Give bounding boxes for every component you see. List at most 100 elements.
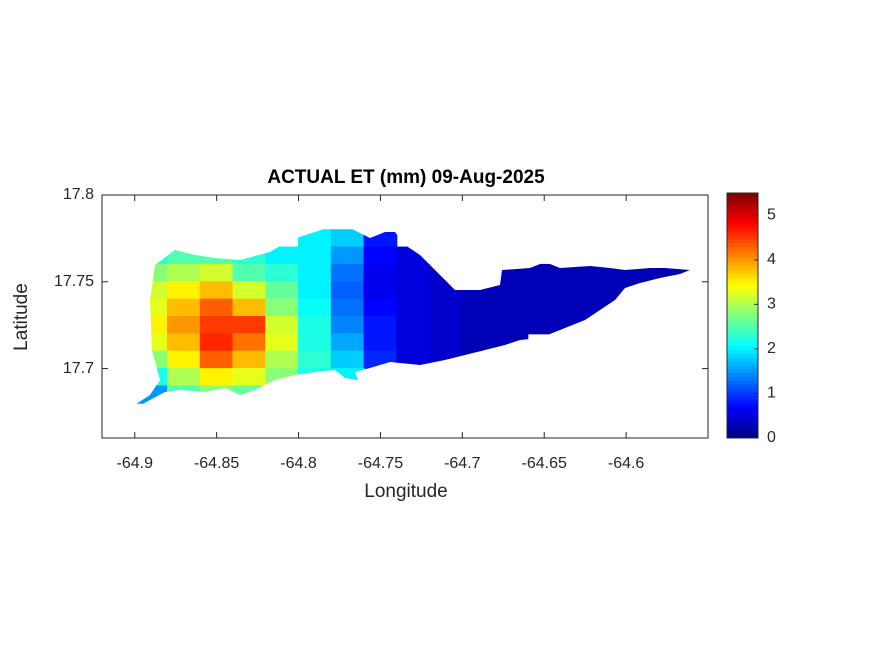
heat-cell	[396, 263, 431, 283]
heat-cell	[429, 316, 463, 335]
x-tick-label: -64.8	[280, 455, 317, 472]
heat-cell	[363, 316, 398, 335]
colorbar-step	[727, 315, 758, 320]
heat-cell	[560, 281, 594, 300]
colorbar-tick-label: 1	[767, 385, 776, 402]
x-tick-label: -64.65	[522, 455, 567, 472]
colorbar-step	[727, 341, 758, 347]
heat-cell	[199, 333, 234, 352]
heat-cell	[494, 281, 529, 300]
chart-title: ACTUAL ET (mm) 09-Aug-2025	[267, 167, 545, 188]
colorbar-tick-label: 2	[767, 340, 776, 357]
x-tick-label: -64.6	[608, 455, 645, 472]
colorbar-step	[727, 280, 758, 286]
heat-cell	[298, 263, 332, 283]
colorbar-tick-label: 0	[767, 429, 776, 446]
heat-cell	[232, 316, 267, 335]
heat-cell	[265, 316, 300, 335]
colorbar-step	[727, 230, 758, 236]
heat-cell	[363, 281, 398, 300]
colorbar-step	[727, 273, 758, 278]
heat-cell	[560, 263, 594, 283]
heat-cell	[527, 298, 562, 317]
colorbar-step	[727, 288, 758, 293]
colorbar-step	[727, 204, 758, 209]
colorbar-step	[727, 307, 758, 312]
heat-cell	[298, 350, 332, 370]
x-tick-label: -64.75	[358, 455, 403, 472]
heat-cell	[167, 333, 201, 352]
heat-cell	[199, 263, 234, 283]
heat-cell	[232, 298, 267, 317]
heat-cell	[232, 333, 267, 352]
colorbar-step	[727, 253, 758, 259]
colorbar-tick-label: 5	[767, 206, 776, 223]
colorbar-step	[727, 227, 758, 232]
colorbar-step	[727, 418, 758, 423]
colorbar-step	[727, 269, 758, 274]
colorbar-step	[727, 422, 758, 427]
colorbar-step	[727, 368, 758, 374]
colorbar-step	[727, 433, 758, 439]
heat-cell	[330, 246, 365, 265]
heat-cell	[330, 298, 365, 317]
x-tick-label: -64.9	[117, 455, 154, 472]
colorbar-step	[727, 257, 758, 263]
heat-cell	[396, 333, 431, 352]
heat-cell	[527, 263, 562, 283]
colorbar-step	[727, 299, 758, 305]
heat-cell	[232, 263, 267, 283]
heat-cell	[265, 281, 300, 300]
heat-cell	[494, 298, 529, 317]
heat-cell	[298, 316, 332, 335]
colorbar-tick-label: 3	[767, 296, 776, 313]
colorbar-step	[727, 426, 758, 431]
colorbar-step	[727, 326, 758, 332]
heat-cell	[363, 333, 398, 352]
colorbar-step	[727, 223, 758, 228]
heat-cell	[232, 368, 267, 387]
y-tick-label: 17.7	[63, 360, 94, 377]
heat-cell	[232, 281, 267, 300]
colorbar-step	[727, 215, 758, 221]
colorbar-step	[727, 407, 758, 412]
colorbar-step	[727, 410, 758, 416]
colorbar-step	[727, 364, 758, 370]
heat-cell	[167, 281, 201, 300]
heat-cell	[330, 263, 365, 283]
heat-cell	[527, 281, 562, 300]
colorbar-step	[727, 391, 758, 397]
colorbar-step	[727, 311, 758, 316]
heat-cell	[363, 298, 398, 317]
axes: -64.9 -64.85 -64.8 -64.75 -64.7 -64.65 -64.6 17…	[54, 186, 708, 472]
heat-cell	[363, 246, 398, 265]
colorbar-step	[727, 349, 758, 355]
x-axis-label: Longitude	[364, 481, 447, 502]
colorbar-step	[727, 238, 758, 244]
colorbar-step	[727, 322, 758, 328]
heat-cell	[396, 316, 431, 335]
heat-cell	[167, 350, 201, 370]
x-tick-label: -64.7	[444, 455, 481, 472]
y-axis-label: Latitude	[11, 283, 32, 351]
colorbar-step	[727, 403, 758, 408]
colorbar-step	[727, 338, 758, 343]
heat-cell	[265, 333, 300, 352]
heat-cell	[494, 316, 529, 335]
colorbar-step	[727, 192, 758, 198]
heat-cell	[265, 246, 300, 265]
heat-cell	[461, 316, 496, 335]
heat-cell	[330, 229, 365, 248]
heat-cell	[167, 298, 201, 317]
colorbar-step	[727, 380, 758, 385]
colorbar-step	[727, 384, 758, 389]
colorbar-step	[727, 276, 758, 282]
colorbar-step	[727, 211, 758, 217]
heat-cell	[199, 350, 234, 370]
colorbar-step	[727, 234, 758, 240]
colorbar-step	[727, 330, 758, 335]
heat-cell	[330, 333, 365, 352]
heat-cell	[363, 263, 398, 283]
colorbar-step	[727, 387, 758, 393]
